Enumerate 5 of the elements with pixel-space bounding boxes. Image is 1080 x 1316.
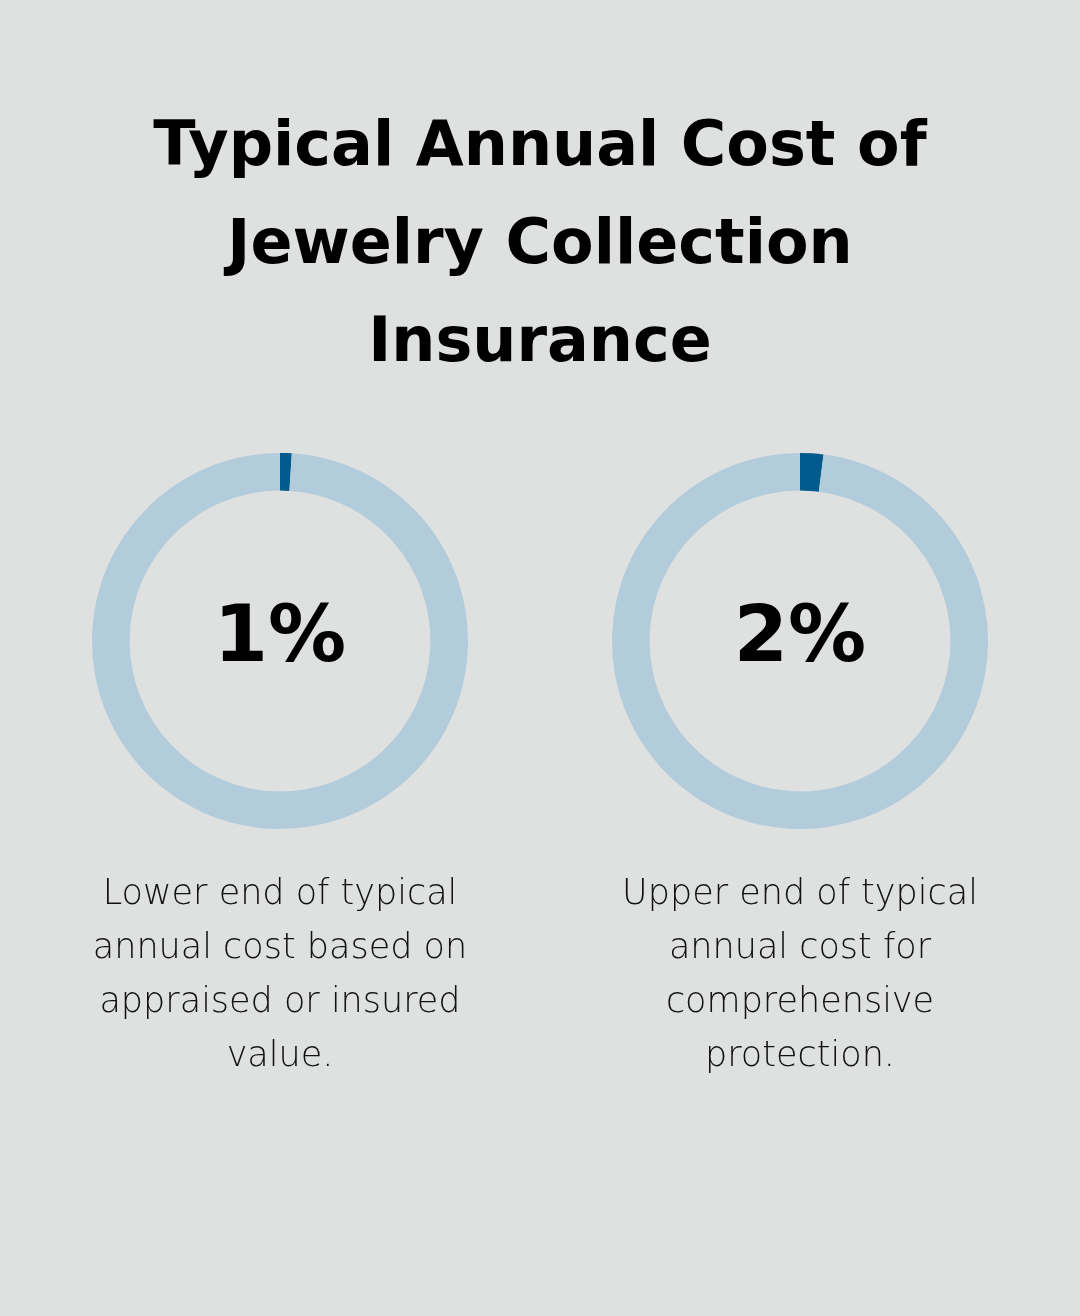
data-label: 2% [733,589,867,680]
text: Lower end of typical annual cost based on appraised or insured value. [91,871,469,1076]
chart-title: Typical Annual Cost of Jewelry Collection Insurance [152,106,929,378]
text: Upper end of typical annual cost for comprehensive protection. [621,871,979,1076]
data-label: 1% [213,589,347,680]
